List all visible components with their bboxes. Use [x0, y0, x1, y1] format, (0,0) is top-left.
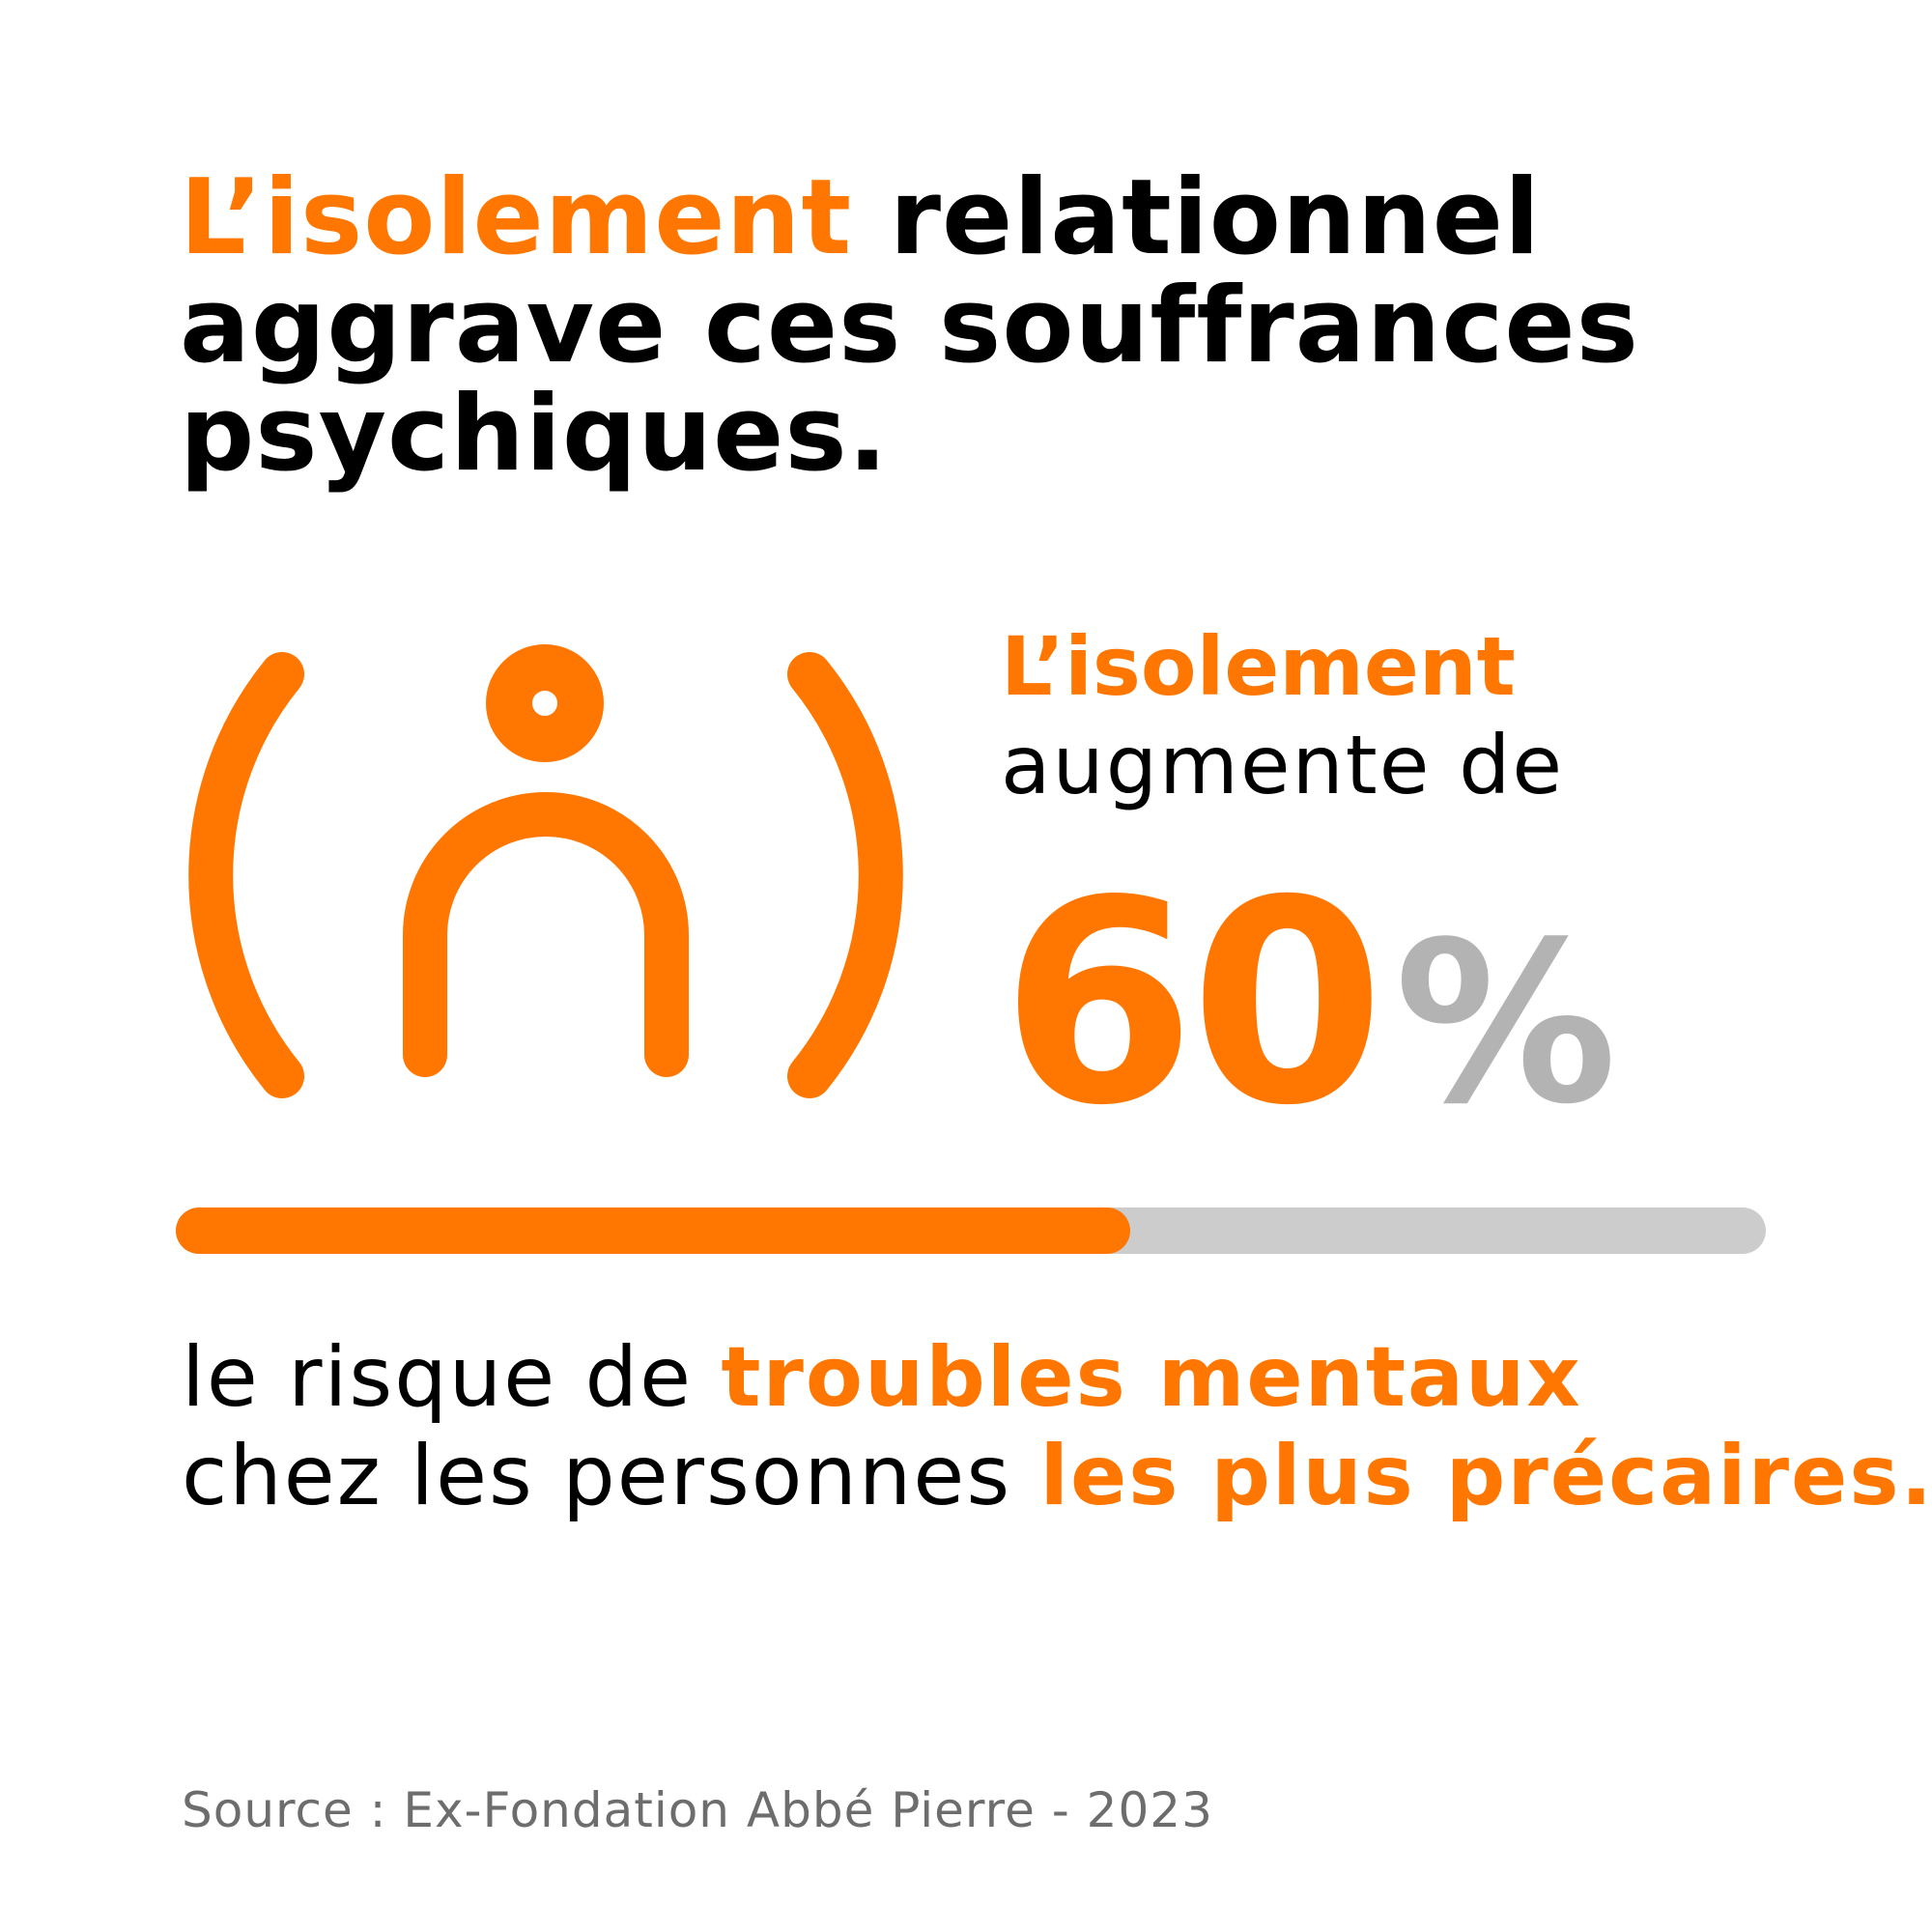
desc-part1: le risque de	[182, 1329, 722, 1426]
desc-highlight2: les plus précaires.	[1039, 1428, 1932, 1524]
progress-fill	[176, 1208, 1130, 1254]
stat-label-highlight: L’isolement	[1001, 619, 1516, 714]
progress-bar	[176, 1208, 1766, 1254]
right-bracket-arc	[787, 652, 903, 1098]
left-bracket-arc	[188, 652, 304, 1098]
headline-line1: relationnel	[889, 157, 1541, 278]
stat-unit: %	[1394, 895, 1617, 1153]
desc-part2: chez les personnes	[182, 1428, 1040, 1524]
source-text: Source : Ex-Fondation Abbé Pierre - 2023	[182, 1782, 1213, 1838]
description: le risque de troubles mentaux chez les p…	[182, 1328, 1932, 1525]
headline: L’isolement relationnel aggrave ces souf…	[180, 164, 1639, 489]
headline-line3: psychiques.	[180, 374, 889, 495]
stat-value: 60%	[1001, 860, 1617, 1170]
desc-highlight1: troubles mentaux	[721, 1329, 1582, 1426]
headline-highlight: L’isolement	[180, 157, 853, 278]
stat-number: 60	[1001, 841, 1385, 1167]
headline-line2: aggrave ces souffrances	[180, 266, 1639, 386]
person-head	[486, 644, 604, 762]
stat-label: augmente de	[1001, 718, 1565, 812]
person-body	[403, 792, 689, 1077]
